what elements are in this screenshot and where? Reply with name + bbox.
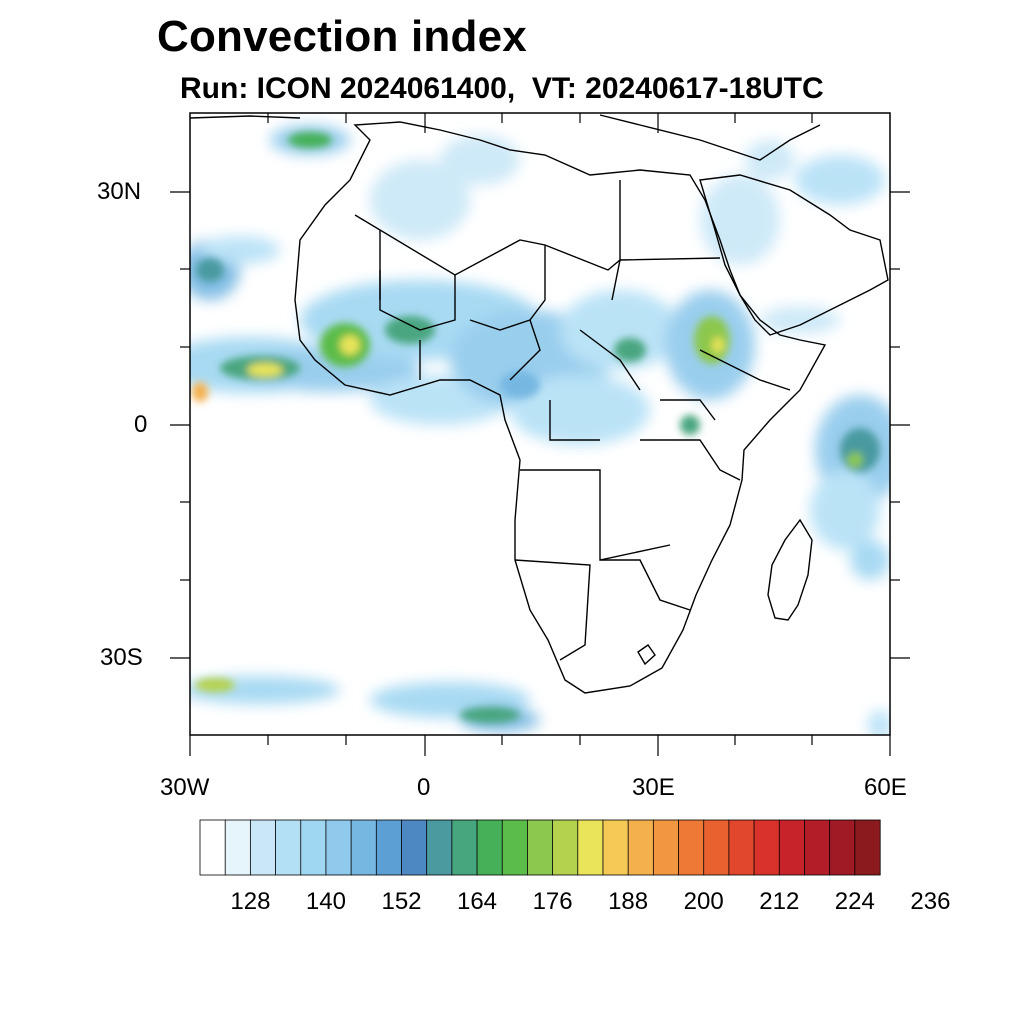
colorbar-segment <box>678 819 705 876</box>
colorbar-label: 200 <box>683 888 724 915</box>
map-title: Convection index <box>157 12 527 61</box>
colorbar-segment <box>224 819 251 876</box>
colorbar <box>199 819 881 876</box>
lat-label-30n: 30N <box>97 178 142 205</box>
colorbar-segment <box>527 819 554 876</box>
axis-ticks <box>170 113 910 756</box>
colorbar-segment <box>249 819 277 876</box>
colorbar-segment <box>652 819 680 876</box>
colorbar-segment <box>199 819 226 876</box>
lon-label-60e: 60E <box>864 774 907 801</box>
colorbar-segment <box>728 819 755 876</box>
colorbar-segment <box>476 819 503 876</box>
colorbar-segment <box>577 819 604 876</box>
colorbar-segment <box>753 819 780 876</box>
colorbar-label: 152 <box>381 888 422 915</box>
convection-field <box>190 125 890 735</box>
colorbar-segment <box>275 819 302 876</box>
colorbar-segment <box>854 819 881 876</box>
lon-label-30w: 30W <box>160 774 210 801</box>
colorbar-segment <box>300 819 327 876</box>
lon-label-30e: 30E <box>632 774 675 801</box>
colorbar-segment <box>501 819 529 876</box>
colorbar-segment <box>829 819 856 876</box>
colorbar-label: 128 <box>230 888 271 915</box>
colorbar-segment <box>451 819 478 876</box>
lat-label-30s: 30S <box>100 644 143 671</box>
colorbar-segment <box>804 819 831 876</box>
colorbar-segment <box>627 819 654 876</box>
colorbar-segment <box>778 819 806 876</box>
coastlines <box>190 114 889 694</box>
lon-label-0: 0 <box>417 774 431 801</box>
colorbar-label: 164 <box>456 888 498 915</box>
colorbar-segment <box>350 819 377 876</box>
colorbar-label: 236 <box>910 888 951 915</box>
lat-label-0: 0 <box>134 411 148 438</box>
map-frame <box>189 112 891 736</box>
colorbar-segment <box>375 819 403 876</box>
colorbar-label: 224 <box>834 888 875 915</box>
colorbar-label: 188 <box>608 888 649 915</box>
colorbar-segment <box>602 819 629 876</box>
colorbar-segment <box>552 819 579 876</box>
colorbar-segment <box>426 819 453 876</box>
colorbar-segment <box>325 819 352 876</box>
map-subtitle: Run: ICON 2024061400, VT: 20240617-18UTC <box>180 72 824 105</box>
colorbar-segment <box>703 819 730 876</box>
colorbar-label: 176 <box>532 888 573 915</box>
colorbar-segment <box>401 819 428 876</box>
colorbar-label: 212 <box>759 888 800 915</box>
colorbar-label: 140 <box>305 888 346 915</box>
